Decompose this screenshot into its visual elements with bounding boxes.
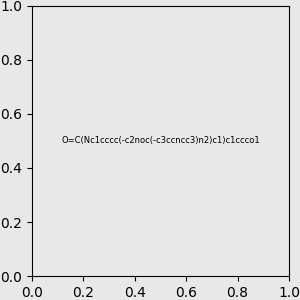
Text: O=C(Nc1cccc(-c2noc(-c3ccncc3)n2)c1)c1ccco1: O=C(Nc1cccc(-c2noc(-c3ccncc3)n2)c1)c1ccc… xyxy=(61,136,260,146)
